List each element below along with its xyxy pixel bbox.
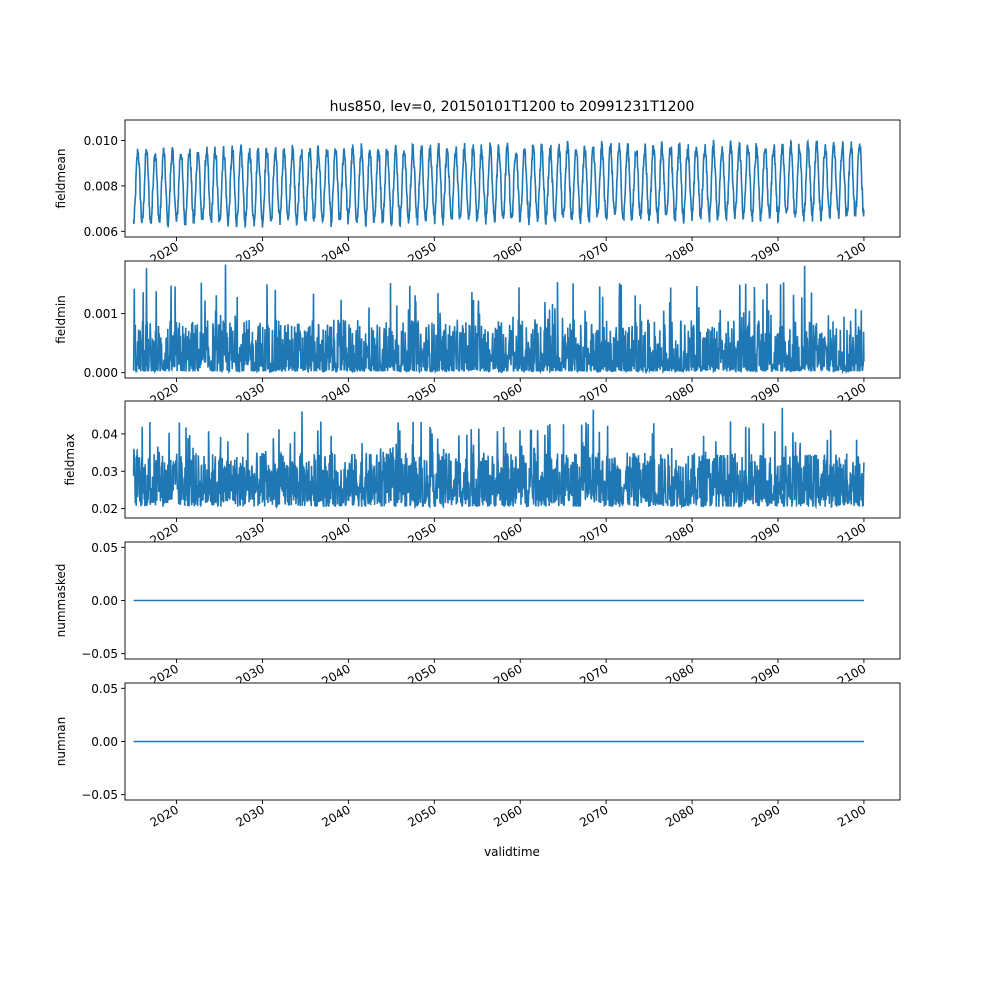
y-tick-label: 0.000 [84, 366, 118, 380]
x-tick-label: 2070 [577, 802, 610, 829]
x-tick-label: 2040 [319, 802, 352, 829]
x-tick-label: 2050 [405, 802, 438, 829]
y-tick-label: 0.008 [84, 179, 118, 193]
y-tick-label: 0.04 [91, 427, 118, 441]
y-tick-label: −0.05 [81, 788, 118, 802]
x-tick-label: 2020 [148, 802, 181, 829]
y-axis-label-fieldmin: fieldmin [54, 295, 68, 344]
x-tick-label: 2060 [491, 802, 524, 829]
series-line-fieldmean [132, 138, 865, 229]
y-tick-label: 0.006 [84, 225, 118, 239]
subplot-numnan: −0.05 0.00 0.05 numnan 2020 2030 2040 2050 2060 2… [54, 682, 901, 830]
y-tick-label: 0.010 [84, 134, 118, 148]
y-tick-label: 0.02 [91, 502, 118, 516]
y-tick-label: 0.00 [91, 594, 118, 608]
x-axis-label: validtime [484, 845, 540, 859]
series-line-fieldmax [132, 407, 865, 510]
axes-frame [124, 400, 901, 519]
y-axis-label-nummasked: nummasked [54, 564, 68, 638]
y-tick-label: 0.001 [84, 307, 118, 321]
y-axis-label-fieldmax: fieldmax [63, 433, 77, 485]
subplots: 0.006 0.008 0.010 fieldmean 2020 2030 2040 2050… [54, 119, 901, 830]
y-tick-label: 0.00 [91, 735, 118, 749]
x-tick-label: 2090 [749, 802, 782, 829]
y-tick-label: 0.05 [91, 541, 118, 555]
y-tick-label: 0.05 [91, 682, 118, 696]
series-line-fieldmin [132, 264, 865, 375]
x-tick-label: 2100 [835, 802, 868, 829]
x-tick-label: 2030 [234, 802, 267, 829]
y-tick-label: −0.05 [81, 647, 118, 661]
axes-frame [124, 260, 901, 379]
y-axis-label-numnan: numnan [54, 717, 68, 766]
axes-frame [124, 119, 901, 238]
y-axis-label-fieldmean: fieldmean [54, 149, 68, 209]
chart-title: hus850, lev=0, 20150101T1200 to 20991231… [330, 99, 695, 115]
x-tick-label: 2080 [663, 802, 696, 829]
y-tick-label: 0.03 [91, 465, 118, 479]
